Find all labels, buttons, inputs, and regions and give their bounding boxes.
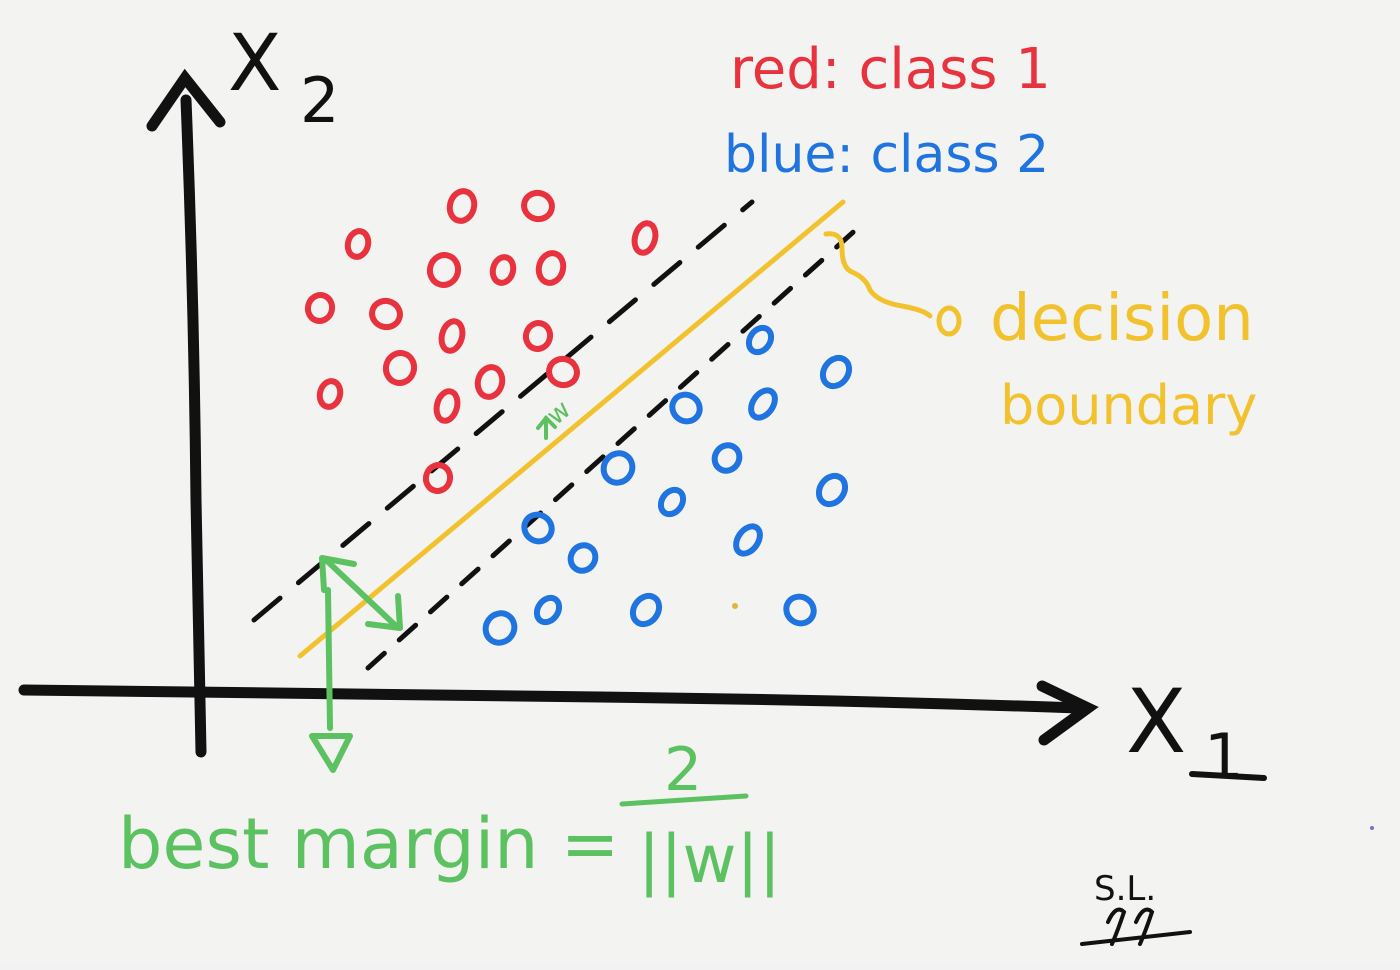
y-axis-line [180,94,207,758]
class2-point [815,472,849,508]
class1-point [631,220,659,256]
upper-margin-line [251,199,755,623]
legend-blue: blue: class 2 [724,125,1049,185]
class1-point [369,297,403,331]
signature-initials: S.L. [1094,869,1156,909]
class2-point [819,354,853,390]
class2-point [745,324,775,356]
class1-point [344,228,372,260]
margin-arrow-head-top [319,555,357,593]
class1-point [433,388,461,424]
margin-arrow-head-bottom [365,593,403,631]
decision-boundary-label-line2: boundary [1000,374,1257,437]
x-axis-label-x: X [1126,670,1186,773]
boundary-brace [823,231,933,319]
class2-point [733,523,763,557]
class1-point [382,350,418,386]
class1-point [521,189,555,223]
class2-point [748,387,778,421]
class2-point [567,542,599,574]
margin-formula-denominator: ||w|| [638,821,781,898]
y-axis-label-x: X [228,19,281,109]
class1-point [546,355,580,389]
class1-points [304,188,659,494]
signature-mark [1080,907,1192,946]
class2-point [521,511,555,545]
x-axis-arrowhead [1036,680,1099,746]
margin-width-arrow [319,555,403,631]
speck [1370,826,1374,830]
class1-point [304,292,336,324]
axes [18,68,1099,758]
class2-point [629,592,663,628]
margin-formula-numerator: 2 [664,735,702,805]
class1-point [474,364,506,400]
class2-point [783,593,817,627]
class2-points [482,324,853,646]
stray-dot [732,603,738,609]
pointer-shaft [325,587,333,731]
class2-point [669,391,703,425]
class1-point [316,378,344,410]
boundary-label-bullet [936,305,962,337]
x-axis-line [18,684,1084,714]
lower-margin-line [365,223,863,671]
y-axis-label-subscript: 2 [300,64,339,137]
x1-subscript-underline [1189,771,1267,781]
margin-pointer-arrow [309,587,353,773]
w-arrow-head [536,415,557,430]
class2-point [657,486,687,518]
class2-point [600,450,636,486]
class2-point [533,594,563,626]
margin-arrow-shaft [323,557,399,629]
decision-boundary-line [297,199,846,659]
decision-boundary-label-line1: decision [990,282,1254,356]
class1-point [422,462,454,494]
y-axis-arrowhead [146,68,226,132]
x-axis-label-subscript: 1 [1204,720,1243,793]
y-axis-label: X 2 [228,19,339,137]
margin-formula-label: best margin = [118,803,619,885]
x-axis-label: X 1 [1126,670,1243,793]
class1-point [489,254,517,286]
pointer-head [309,733,353,773]
margin-formula-fraction-bar [619,793,749,807]
class1-point [535,250,567,286]
w-vector [536,415,557,440]
class1-point [438,318,466,354]
class1-point [426,252,462,288]
class2-point [482,610,518,646]
legend-red: red: class 1 [730,37,1051,102]
class2-point [711,442,743,474]
class1-point [522,320,554,352]
class1-point [446,188,478,224]
